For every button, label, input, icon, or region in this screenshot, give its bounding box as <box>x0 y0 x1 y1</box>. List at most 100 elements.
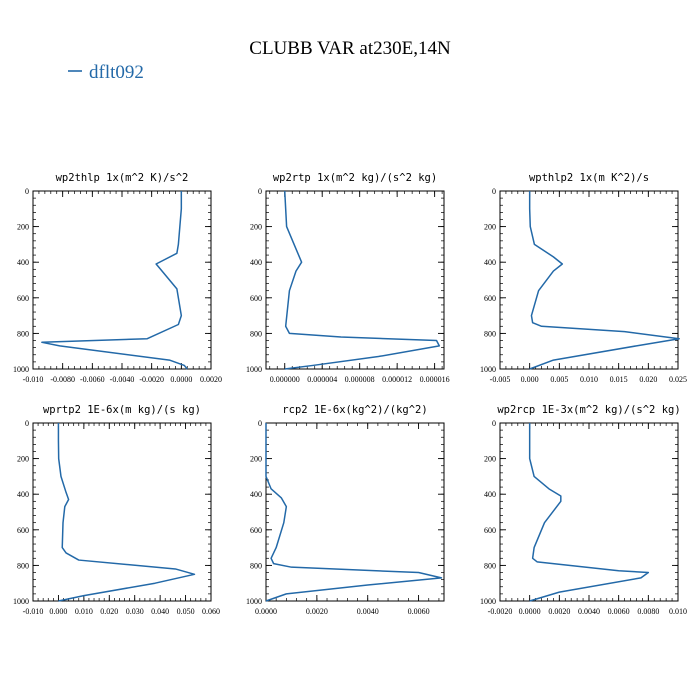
x-tick-label: -0.010 <box>23 607 44 616</box>
panel-title: wpthlp2 1x(m K^2)/s <box>529 172 649 184</box>
y-tick-label: 600 <box>250 294 262 303</box>
chart-panel-3: wpthlp2 1x(m K^2)/s -0.005 0.000 0.005 0.010… <box>480 172 687 384</box>
x-tick-label: -0.0060 <box>80 375 105 384</box>
chart-panel-4: wprtp2 1E-6x(m kg)/(s kg) -0.010 0.000 0.01… <box>13 404 220 616</box>
series-line-dflt092 <box>41 191 188 370</box>
y-tick-label: 800 <box>484 329 496 338</box>
x-tick-label: -0.0080 <box>50 375 75 384</box>
y-tick-label: 200 <box>17 455 29 464</box>
x-tick-label: 0.010 <box>580 375 598 384</box>
x-tick-label: 0.040 <box>151 607 169 616</box>
y-tick-label: 1000 <box>480 365 496 374</box>
x-tick-label: 0.030 <box>126 607 144 616</box>
plot-frame <box>32 422 212 602</box>
y-tick-label: 400 <box>17 258 29 267</box>
y-tick-label: 800 <box>484 561 496 570</box>
x-tick-label: 0.0020 <box>306 607 328 616</box>
x-tick-label: -0.0020 <box>139 375 164 384</box>
y-tick-label: 800 <box>17 561 29 570</box>
series-line-dflt092 <box>528 191 680 370</box>
x-tick-label: 0.0020 <box>200 375 222 384</box>
x-tick-label: 0.000016 <box>420 375 450 384</box>
x-tick-label: 0.025 <box>669 375 687 384</box>
chart-panel-1: wp2thlp 1x(m^2 K)/s^2 -0.010 -0.0080 -0.006… <box>13 172 222 384</box>
y-tick-label: 400 <box>17 490 29 499</box>
chart-panel-6: wp2rcp 1E-3x(m^2 kg)/(s^2 kg) -0.0020 0.00… <box>480 404 687 616</box>
series-line-dflt092 <box>528 423 650 602</box>
y-tick-label: 800 <box>250 329 262 338</box>
plot-frame <box>265 190 445 370</box>
y-tick-label: 0 <box>25 187 29 196</box>
y-tick-label: 600 <box>484 526 496 535</box>
y-tick-label: 600 <box>484 294 496 303</box>
x-tick-label: 0.000000 <box>270 375 300 384</box>
panels-group: wp2thlp 1x(m^2 K)/s^2 -0.010 -0.0080 -0.006… <box>13 172 687 616</box>
x-tick-label: -0.005 <box>490 375 511 384</box>
y-tick-label: 1000 <box>13 597 29 606</box>
y-tick-label: 400 <box>250 490 262 499</box>
y-tick-label: 600 <box>250 526 262 535</box>
x-tick-label: 0.0000 <box>255 607 277 616</box>
x-tick-label: 0.0040 <box>357 607 379 616</box>
panel-title: rcp2 1E-6x(kg^2)/(kg^2) <box>282 404 427 416</box>
series-line-dflt092 <box>265 423 443 602</box>
y-tick-label: 200 <box>484 223 496 232</box>
chart-panel-2: wp2rtp 1x(m^2 kg)/(s^2 kg) 0.000000 0.0000… <box>246 172 450 384</box>
x-tick-label: -0.0020 <box>488 607 513 616</box>
y-tick-label: 600 <box>17 526 29 535</box>
y-tick-label: 800 <box>250 561 262 570</box>
y-tick-label: 200 <box>17 223 29 232</box>
x-tick-label: 0.000012 <box>382 375 412 384</box>
panel-title: wprtp2 1E-6x(m kg)/(s kg) <box>43 404 201 416</box>
x-tick-label: 0.060 <box>202 607 220 616</box>
panel-title: wp2rcp 1E-3x(m^2 kg)/(s^2 kg) <box>497 404 680 416</box>
x-tick-label: 0.0020 <box>548 607 570 616</box>
legend-label: dflt092 <box>89 62 144 83</box>
y-tick-label: 0 <box>492 419 496 428</box>
x-tick-label: 0.000004 <box>307 375 337 384</box>
y-tick-label: 1000 <box>246 597 262 606</box>
x-tick-label: 0.020 <box>100 607 118 616</box>
panel-title: wp2thlp 1x(m^2 K)/s^2 <box>56 172 189 184</box>
x-tick-label: -0.010 <box>23 375 44 384</box>
y-tick-label: 0 <box>25 419 29 428</box>
y-tick-label: 400 <box>484 490 496 499</box>
x-tick-label: 0.015 <box>610 375 628 384</box>
x-tick-label: 0.000 <box>521 375 539 384</box>
series-line-dflt092 <box>57 423 196 602</box>
y-tick-label: 1000 <box>13 365 29 374</box>
chart-panel-5: rcp2 1E-6x(kg^2)/(kg^2) 0.0000 0.0020 0.004… <box>246 404 445 616</box>
x-tick-label: 0.0060 <box>408 607 430 616</box>
y-tick-label: 600 <box>17 294 29 303</box>
x-tick-label: 0.000008 <box>345 375 375 384</box>
y-tick-label: 1000 <box>480 597 496 606</box>
y-tick-label: 400 <box>250 258 262 267</box>
y-tick-label: 800 <box>17 329 29 338</box>
x-tick-label: 0.0000 <box>170 375 192 384</box>
x-tick-label: 0.0040 <box>578 607 600 616</box>
x-tick-label: 0.010 <box>669 607 687 616</box>
y-tick-label: 200 <box>250 455 262 464</box>
x-tick-label: 0.0060 <box>608 607 630 616</box>
y-tick-label: 0 <box>258 187 262 196</box>
x-tick-label: 0.050 <box>177 607 195 616</box>
x-tick-label: 0.020 <box>639 375 657 384</box>
y-tick-label: 400 <box>484 258 496 267</box>
x-tick-label: 0.000 <box>49 607 67 616</box>
y-tick-label: 200 <box>250 223 262 232</box>
panel-title: wp2rtp 1x(m^2 kg)/(s^2 kg) <box>273 172 437 184</box>
x-tick-label: 0.010 <box>75 607 93 616</box>
series-line-dflt092 <box>283 190 441 370</box>
figure-title: CLUBB VAR at230E,14N <box>249 38 451 59</box>
x-tick-label: 0.005 <box>550 375 568 384</box>
y-tick-label: 0 <box>258 419 262 428</box>
y-tick-label: 1000 <box>246 365 262 374</box>
x-tick-label: 0.0080 <box>637 607 659 616</box>
y-tick-label: 200 <box>484 455 496 464</box>
x-tick-label: 0.0000 <box>519 607 541 616</box>
plot-frame <box>265 422 445 602</box>
x-tick-label: -0.0040 <box>110 375 135 384</box>
y-tick-label: 0 <box>492 187 496 196</box>
